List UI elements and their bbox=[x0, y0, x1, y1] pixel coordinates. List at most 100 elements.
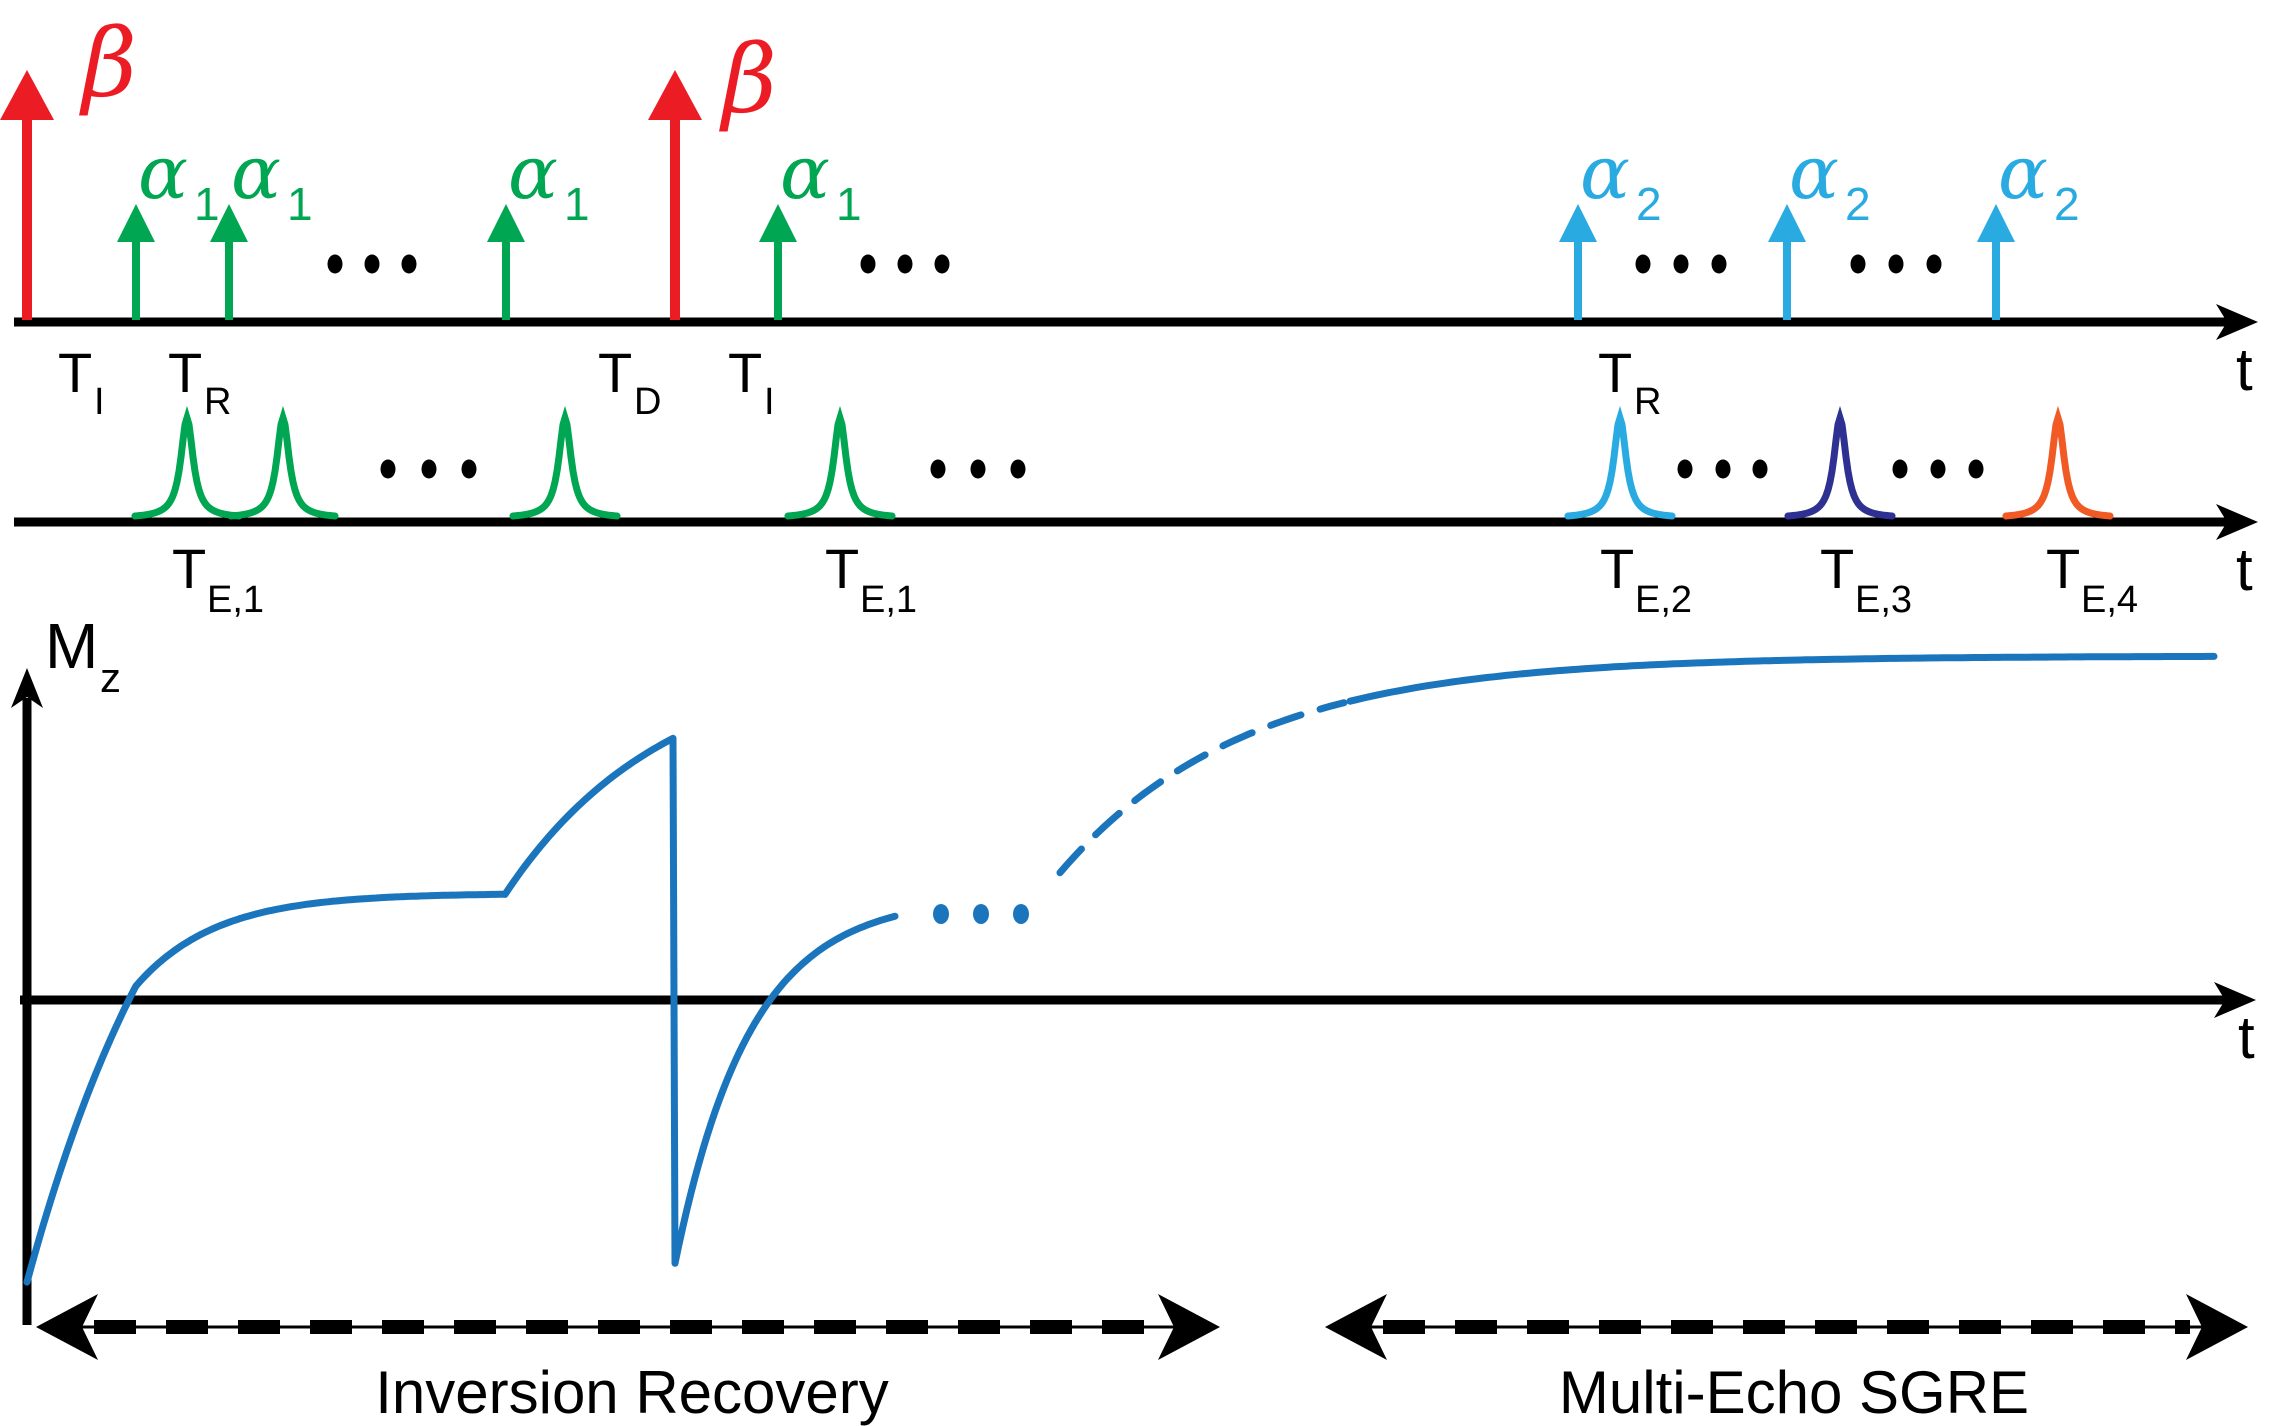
phase-label-inversion-recovery: Inversion Recovery bbox=[375, 1359, 889, 1426]
echo-ellipsis-dot-g3-2 bbox=[1715, 459, 1731, 479]
echo-time-axis-label: t bbox=[2236, 536, 2253, 603]
alpha1-pulse-arrow-3-head-icon bbox=[487, 204, 525, 242]
rf-ellipsis-dot-g4-2 bbox=[1888, 254, 1904, 274]
beta-pulse-arrow-2-head-icon bbox=[648, 70, 702, 120]
beta-pulse-label-2: β bbox=[719, 25, 777, 135]
mz-axis-label-subscript: z bbox=[100, 654, 121, 701]
rf-ellipsis-dot-g1-1 bbox=[327, 254, 343, 274]
echo-time-label-4-main: T bbox=[1820, 537, 1854, 600]
echo-time-label-1-main: T bbox=[172, 537, 206, 600]
alpha2-pulse-label-2: α bbox=[1789, 130, 1839, 216]
mz-curve-ellipsis-dot-1 bbox=[933, 904, 949, 924]
echo-time-label-2-main: T bbox=[825, 537, 859, 600]
timing-label-1-I-main: T bbox=[58, 341, 92, 404]
mz-curve-ellipsis-dot-3 bbox=[1013, 904, 1029, 924]
alpha2-pulse-label-sub-1: 2 bbox=[1636, 178, 1662, 230]
phase-span-left-arrowhead-icon-2 bbox=[1325, 1294, 1387, 1360]
echo-time-label-3-main: T bbox=[1600, 537, 1634, 600]
alpha1-pulse-label-3: α bbox=[508, 130, 558, 216]
rf-ellipsis-dot-g4-1 bbox=[1850, 254, 1866, 274]
echo-peak-2-green bbox=[227, 405, 339, 520]
echo-time-label-2-subscript: E,1 bbox=[860, 579, 917, 621]
rf-ellipsis-dot-g1-2 bbox=[364, 254, 380, 274]
timing-label-2-R-main: T bbox=[168, 341, 202, 404]
phase-annotations: Inversion Recovery Multi-Echo SGRE bbox=[36, 1294, 2248, 1426]
rf-ellipsis-dot-g1-3 bbox=[401, 254, 417, 274]
echo-time-label-5-main: T bbox=[2046, 537, 2080, 600]
alpha1-pulse-label-sub-3: 1 bbox=[564, 178, 590, 230]
echo-ellipsis-dot-g4-1 bbox=[1892, 459, 1908, 479]
mz-axis-label: M bbox=[45, 610, 98, 682]
timing-label-3-D-main: T bbox=[598, 341, 632, 404]
echo-peak-5-cyan bbox=[1564, 405, 1676, 520]
echo-time-label-3-subscript: E,2 bbox=[1635, 579, 1692, 621]
echo-ellipsis-dot-g4-2 bbox=[1930, 459, 1946, 479]
plot-time-axis-arrowhead-icon bbox=[2214, 982, 2256, 1018]
alpha1-pulse-label-2: α bbox=[231, 130, 281, 216]
alpha1-pulse-label-sub-2: 1 bbox=[287, 178, 313, 230]
echo-ellipsis-dot-g1-2 bbox=[421, 459, 437, 479]
alpha2-pulse-label-sub-2: 2 bbox=[1845, 178, 1871, 230]
timing-label-2-R-subscript: R bbox=[204, 381, 231, 423]
beta-pulse-label-1: β bbox=[79, 9, 137, 119]
timing-label-5-R-main: T bbox=[1598, 341, 1632, 404]
echo-ellipsis-dot-g2-3 bbox=[1010, 459, 1026, 479]
rf-ellipsis-dot-g2-3 bbox=[934, 254, 950, 274]
timing-label-3-D-subscript: D bbox=[634, 381, 661, 423]
alpha2-pulse-arrow-2-head-icon bbox=[1768, 204, 1806, 242]
alpha2-pulse-label-1: α bbox=[1580, 130, 1630, 216]
alpha2-pulse-label-3: α bbox=[1998, 130, 2048, 216]
phase-span-right-arrowhead-icon-1 bbox=[1158, 1294, 1220, 1360]
echo-time-label-1-subscript: E,1 bbox=[207, 579, 264, 621]
mz-curve-dashed bbox=[1056, 699, 1348, 877]
rf-ellipsis-dot-g3-1 bbox=[1635, 254, 1651, 274]
alpha2-pulse-arrow-1-head-icon bbox=[1559, 204, 1597, 242]
plot-time-axis-label: t bbox=[2238, 1004, 2255, 1071]
timing-label-5-R-subscript: R bbox=[1634, 381, 1661, 423]
rf-ellipsis-dot-g3-3 bbox=[1711, 254, 1727, 274]
rf-pulse-timeline: tβ βα 1 α 1 α 1 α 1 α 2 α 2 α 2T I T R T D T I T R bbox=[0, 9, 2258, 423]
mz-curve-solid-1 bbox=[23, 734, 899, 1286]
echo-ellipsis-dot-g2-1 bbox=[930, 459, 946, 479]
alpha1-pulse-label-4: α bbox=[780, 130, 830, 216]
phase-span-arrow-2 bbox=[1325, 1294, 2248, 1360]
timing-label-4-I-main: T bbox=[728, 341, 762, 404]
beta-pulse-arrow-1-head-icon bbox=[0, 70, 54, 120]
alpha1-pulse-label-sub-4: 1 bbox=[836, 178, 862, 230]
alpha1-pulse-arrow-2-head-icon bbox=[210, 204, 248, 242]
phase-span-left-arrowhead-icon-1 bbox=[36, 1294, 98, 1360]
echo-peak-4-green bbox=[784, 405, 896, 520]
mz-curve-ellipsis-dot-2 bbox=[973, 904, 989, 924]
alpha1-pulse-label-1: α bbox=[138, 130, 188, 216]
alpha2-pulse-label-sub-3: 2 bbox=[2054, 178, 2080, 230]
echo-ellipsis-dot-g1-3 bbox=[461, 459, 477, 479]
echo-peak-3-green bbox=[509, 405, 621, 520]
alpha1-pulse-arrow-4-head-icon bbox=[759, 204, 797, 242]
timing-label-4-I-subscript: I bbox=[764, 381, 775, 423]
mz-curve-solid-2 bbox=[1346, 652, 2218, 705]
echo-peak-7-orange bbox=[2002, 405, 2114, 520]
echo-time-axis-arrowhead-icon bbox=[2216, 504, 2258, 540]
echo-peak-6-navy bbox=[1784, 405, 1896, 520]
alpha2-pulse-arrow-3-head-icon bbox=[1977, 204, 2015, 242]
phase-label-multi-echo: Multi-Echo SGRE bbox=[1559, 1359, 2029, 1426]
echo-timeline: tT E,1 T E,1 T E,2 T E,3 T E,4 bbox=[14, 405, 2258, 621]
echo-time-label-4-subscript: E,3 bbox=[1855, 579, 1912, 621]
rf-ellipsis-dot-g2-2 bbox=[897, 254, 913, 274]
echo-ellipsis-dot-g2-2 bbox=[970, 459, 986, 479]
echo-ellipsis-dot-g1-1 bbox=[380, 459, 396, 479]
echo-ellipsis-dot-g3-3 bbox=[1752, 459, 1768, 479]
phase-span-right-arrowhead-icon-2 bbox=[2186, 1294, 2248, 1360]
rf-time-axis-label: t bbox=[2236, 336, 2253, 403]
rf-ellipsis-dot-g4-3 bbox=[1926, 254, 1942, 274]
phase-span-arrow-1 bbox=[36, 1294, 1220, 1360]
timing-label-1-I-subscript: I bbox=[94, 381, 105, 423]
alpha1-pulse-label-sub-1: 1 bbox=[194, 178, 220, 230]
echo-ellipsis-dot-g4-3 bbox=[1968, 459, 1984, 479]
alpha1-pulse-arrow-1-head-icon bbox=[117, 204, 155, 242]
echo-ellipsis-dot-g3-1 bbox=[1677, 459, 1693, 479]
rf-ellipsis-dot-g3-2 bbox=[1673, 254, 1689, 274]
